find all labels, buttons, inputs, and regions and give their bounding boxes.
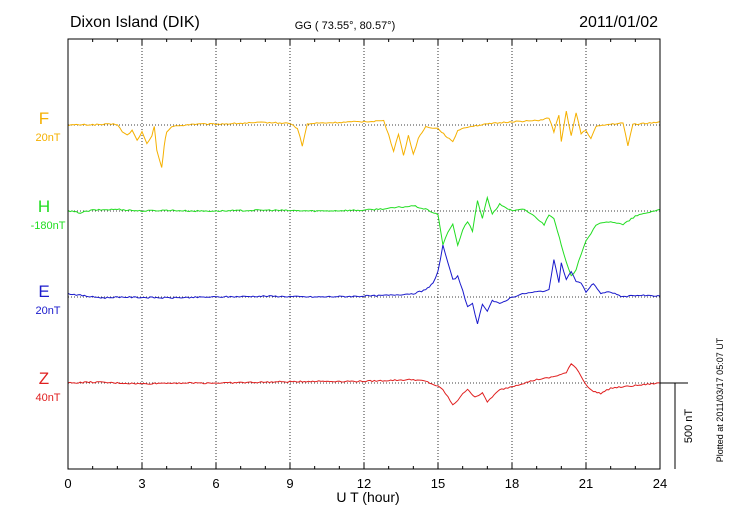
grid [68, 39, 660, 469]
scale-bar: 500 nT [660, 382, 695, 469]
x-tick-label: 12 [357, 476, 371, 491]
plot-frame [67, 38, 661, 470]
series-h-baseline-label: -180nT [31, 220, 66, 232]
date-label: 2011/01/02 [579, 14, 658, 31]
series-lines [67, 111, 661, 406]
scale-bar-label: 500 nT [683, 409, 695, 444]
x-axis-label: U T (hour) [336, 489, 399, 505]
plotted-timestamp: Plotted at 2011/03/17 05:07 UT [715, 337, 725, 462]
series-e-name: E [38, 282, 49, 301]
x-tick-label: 3 [138, 476, 145, 491]
series-e-line [67, 244, 661, 325]
series-labels: F 20nT H -180nT E 20nT Z 40nT [31, 109, 66, 404]
x-tick-label: 9 [286, 476, 293, 491]
x-tick-label: 18 [505, 476, 519, 491]
x-tick-label: 6 [212, 476, 219, 491]
x-tick-label: 24 [653, 476, 667, 491]
x-tick-label: 0 [64, 476, 71, 491]
x-tick-label: 15 [431, 476, 445, 491]
series-f-line [67, 111, 661, 168]
series-h-name: H [38, 197, 50, 216]
series-z-name: Z [39, 369, 49, 388]
station-title: Dixon Island (DIK) [70, 14, 200, 31]
series-z-line [67, 363, 661, 406]
x-tick-label: 21 [579, 476, 593, 491]
series-e-baseline-label: 20nT [35, 305, 60, 317]
x-axis: 0 3 6 9 12 15 18 21 24 [64, 39, 667, 491]
station-coordinates: GG ( 73.55°, 80.57°) [295, 20, 396, 32]
series-h-line [67, 195, 661, 277]
series-z-baseline-label: 40nT [35, 392, 60, 404]
series-f-name: F [39, 109, 49, 128]
series-f-baseline-label: 20nT [35, 132, 60, 144]
